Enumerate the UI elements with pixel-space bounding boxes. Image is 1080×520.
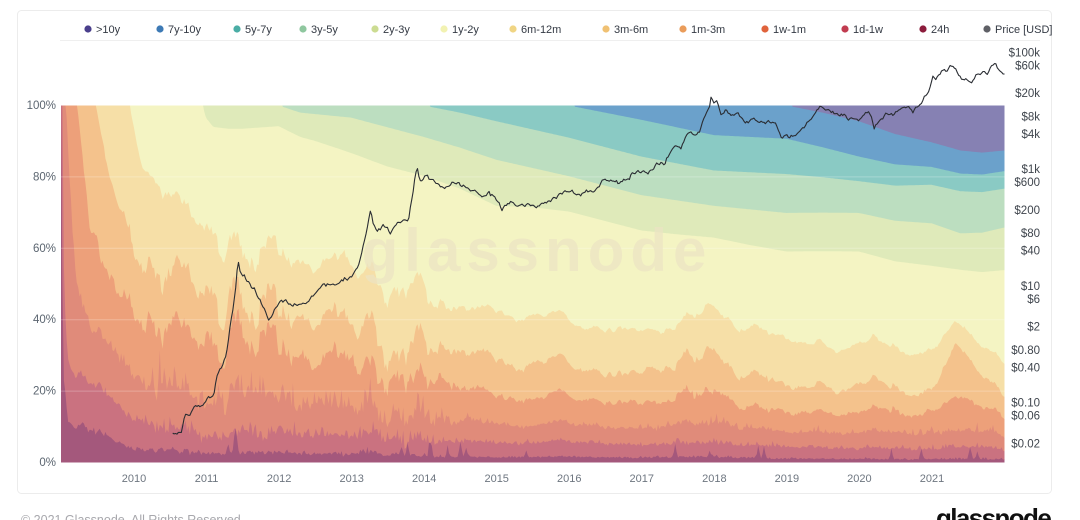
svg-text:2013: 2013 (339, 473, 363, 485)
svg-text:$0.02: $0.02 (1011, 438, 1040, 450)
svg-text:100%: 100% (27, 100, 56, 112)
svg-text:60%: 60% (33, 243, 56, 255)
svg-text:$200: $200 (1014, 205, 1040, 217)
svg-text:2015: 2015 (484, 473, 508, 485)
svg-text:$100k: $100k (1009, 47, 1041, 59)
svg-text:2018: 2018 (702, 473, 726, 485)
svg-text:$1k: $1k (1021, 164, 1040, 176)
svg-text:$6: $6 (1027, 294, 1040, 306)
svg-text:0%: 0% (39, 457, 56, 469)
svg-text:3m-6m: 3m-6m (614, 24, 648, 36)
svg-text:40%: 40% (33, 314, 56, 326)
svg-text:2020: 2020 (847, 473, 871, 485)
svg-text:6m-12m: 6m-12m (521, 24, 561, 36)
svg-text:$600: $600 (1014, 177, 1040, 189)
svg-text:>10y: >10y (96, 24, 121, 36)
svg-text:2010: 2010 (122, 473, 146, 485)
svg-text:2011: 2011 (195, 473, 219, 485)
svg-text:24h: 24h (931, 24, 949, 36)
svg-text:$0.06: $0.06 (1011, 411, 1040, 423)
svg-text:2012: 2012 (267, 473, 291, 485)
svg-text:2014: 2014 (412, 473, 436, 485)
svg-text:2021: 2021 (920, 473, 944, 485)
svg-text:Price [USD]: Price [USD] (995, 24, 1052, 36)
svg-text:$80: $80 (1021, 228, 1040, 240)
svg-text:1y-2y: 1y-2y (452, 24, 479, 36)
svg-text:1m-3m: 1m-3m (691, 24, 725, 36)
svg-text:$8k: $8k (1021, 111, 1040, 123)
svg-text:$60k: $60k (1015, 60, 1040, 72)
svg-text:5y-7y: 5y-7y (245, 24, 272, 36)
svg-text:glassnode: glassnode (362, 217, 713, 284)
svg-text:2017: 2017 (630, 473, 654, 485)
svg-text:$40: $40 (1021, 246, 1040, 258)
svg-text:2019: 2019 (775, 473, 799, 485)
svg-text:$4k: $4k (1021, 129, 1040, 141)
svg-text:glassnode: glassnode (936, 503, 1051, 520)
svg-text:$20k: $20k (1015, 88, 1040, 100)
svg-text:3y-5y: 3y-5y (311, 24, 338, 36)
svg-text:$2: $2 (1027, 322, 1040, 334)
svg-text:2y-3y: 2y-3y (383, 24, 410, 36)
svg-text:7y-10y: 7y-10y (168, 24, 202, 36)
svg-text:2016: 2016 (557, 473, 581, 485)
svg-text:$0.80: $0.80 (1011, 345, 1040, 357)
svg-text:$0.10: $0.10 (1011, 398, 1040, 410)
svg-text:1d-1w: 1d-1w (853, 24, 883, 36)
svg-text:1w-1m: 1w-1m (773, 24, 806, 36)
svg-text:$0.40: $0.40 (1011, 362, 1040, 374)
svg-text:$10: $10 (1021, 281, 1040, 293)
svg-text:© 2021 Glassnode. All Rights R: © 2021 Glassnode. All Rights Reserved (21, 513, 241, 520)
svg-text:20%: 20% (33, 386, 56, 398)
svg-text:80%: 80% (33, 171, 56, 183)
